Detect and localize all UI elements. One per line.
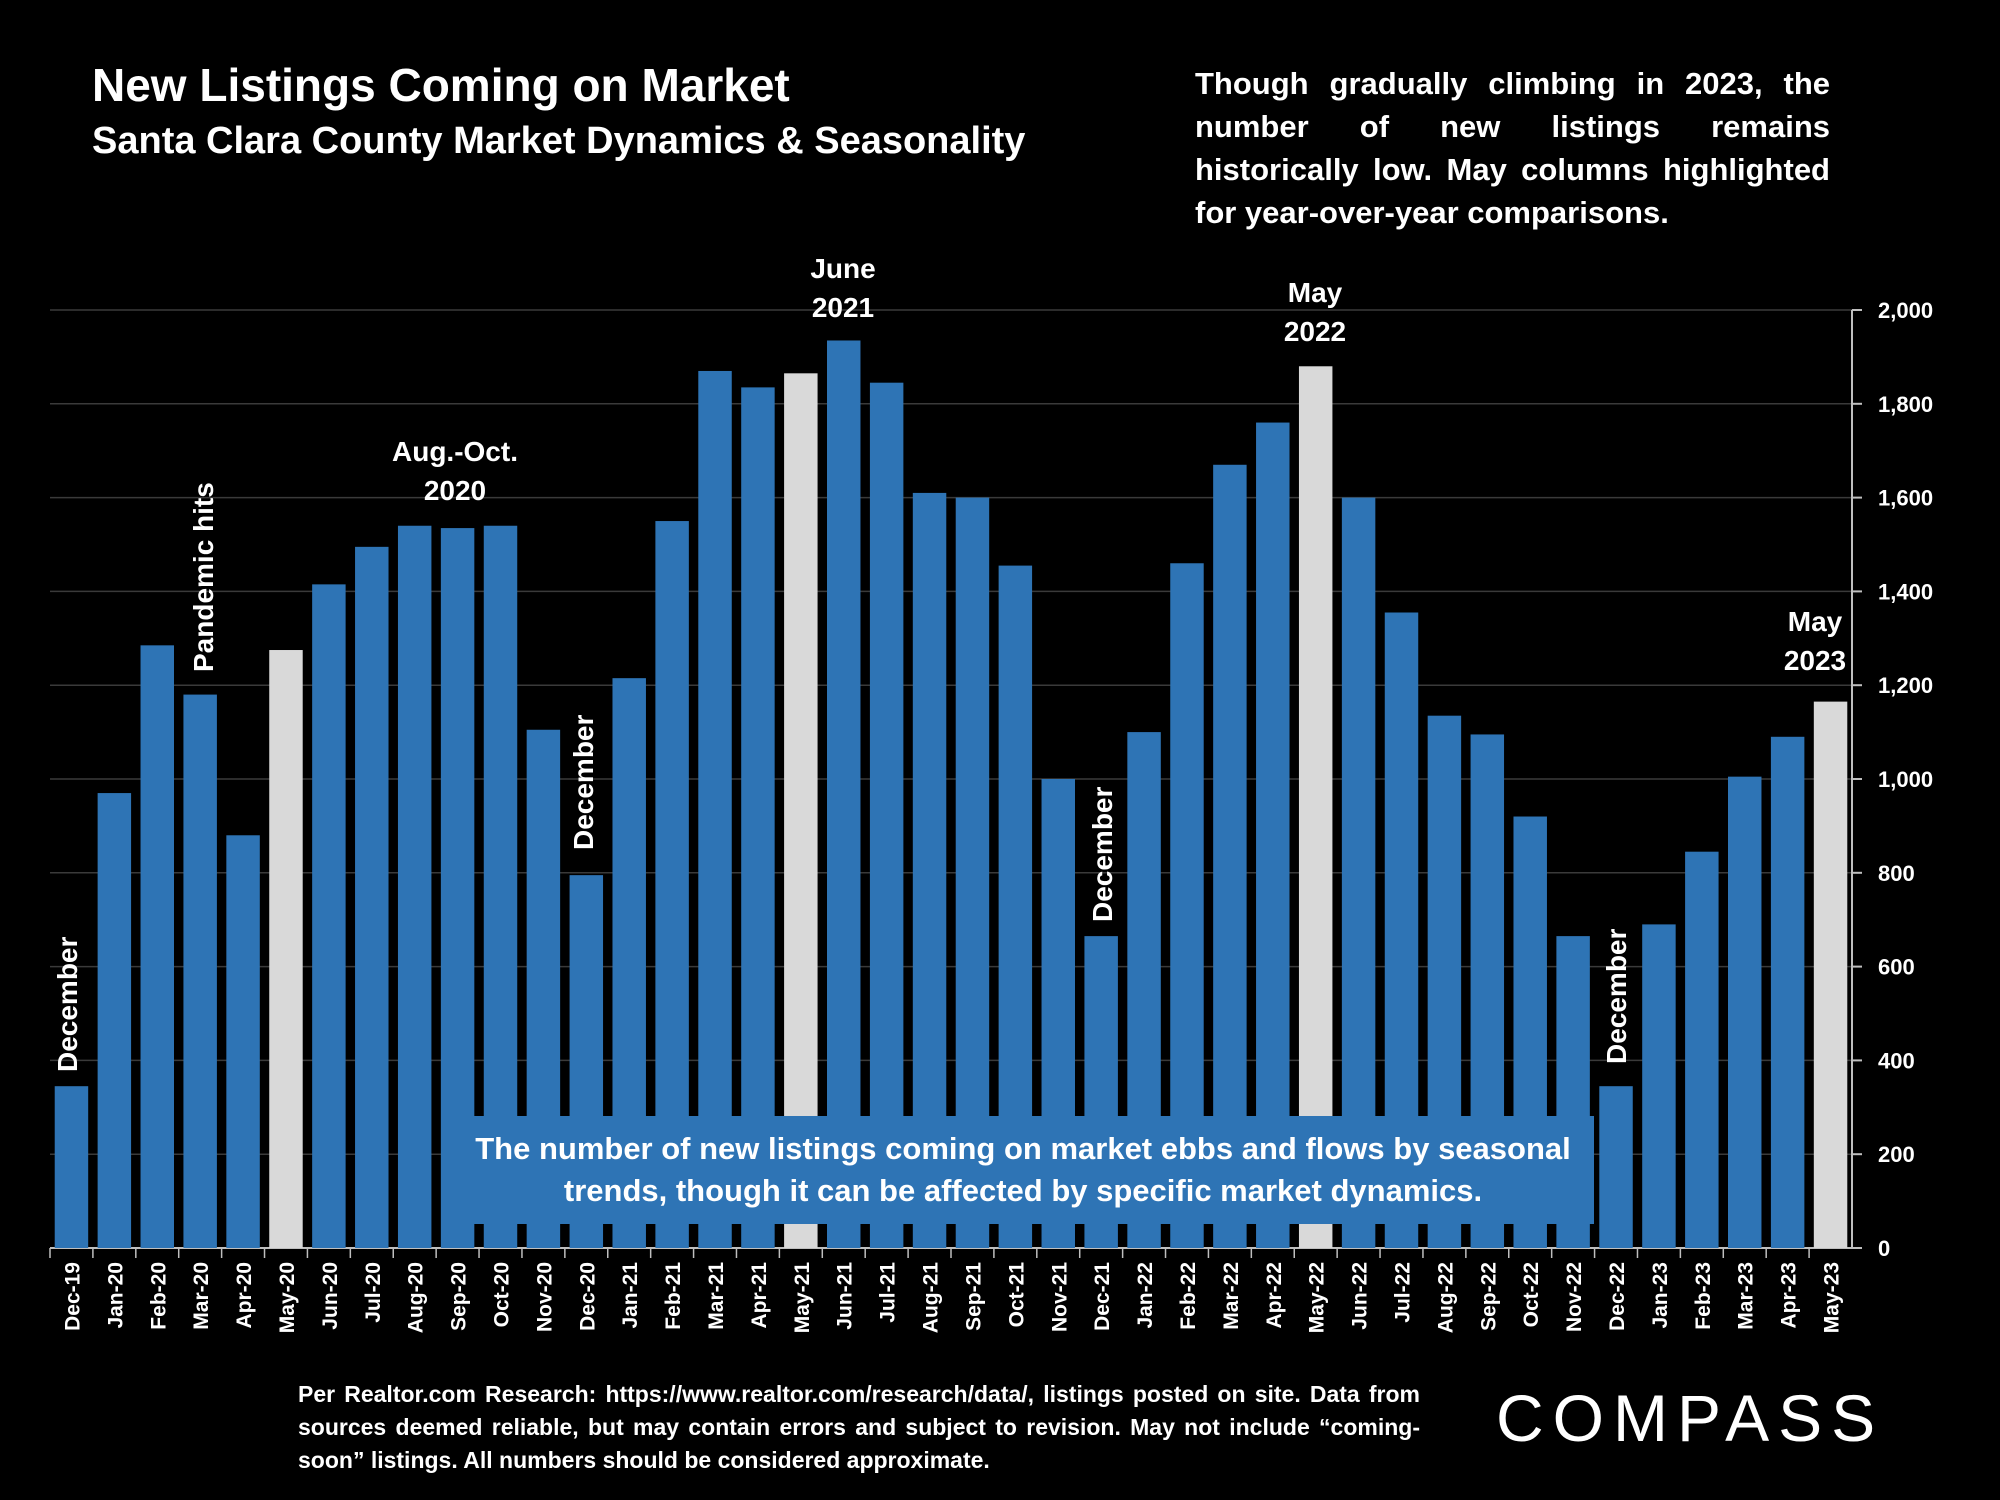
x-tick-label: Jun-22 — [1349, 1262, 1372, 1330]
x-tick-label: Oct-22 — [1520, 1262, 1543, 1327]
bar-feb-20 — [140, 645, 174, 1248]
x-tick-label: Apr-22 — [1263, 1262, 1286, 1329]
y-tick-label: 800 — [1878, 861, 1915, 886]
bar-dec-22 — [1599, 1086, 1633, 1248]
annotation-may23-line2: 2023 — [1783, 645, 1847, 676]
annotation-aug-oct-2020: Aug.-Oct. 2020 — [375, 432, 535, 510]
x-tick-label: Dec-21 — [1091, 1262, 1114, 1331]
x-tick-label: May-22 — [1306, 1262, 1329, 1333]
annotation-may23-line1: May — [1787, 606, 1843, 637]
x-tick-label: Nov-22 — [1563, 1262, 1586, 1332]
bar-apr-23 — [1770, 736, 1805, 1248]
x-tick-label: Mar-22 — [1220, 1262, 1243, 1330]
bar-apr-22 — [1256, 422, 1290, 1248]
x-tick-label: Jul-21 — [877, 1262, 900, 1323]
bar-jun-20 — [312, 584, 346, 1248]
x-tick-label: Feb-20 — [147, 1262, 170, 1330]
x-tick-label: Dec-20 — [576, 1262, 599, 1331]
bar-mar-20 — [183, 694, 217, 1248]
x-tick-label: Jun-21 — [834, 1262, 857, 1330]
x-tick-label: Feb-22 — [1177, 1262, 1200, 1330]
x-tick-label: Mar-20 — [190, 1262, 213, 1330]
y-tick-label: 1,600 — [1878, 486, 1933, 511]
bar-mar-23 — [1728, 776, 1762, 1248]
annotation-aug-oct-line2: 2020 — [423, 475, 487, 506]
bar-apr-20 — [226, 835, 260, 1248]
annotation-june-2021: June 2021 — [773, 249, 913, 327]
chart-note: Though gradually climbing in 2023, the n… — [1195, 66, 1830, 230]
annotation-pandemic-hits: Pandemic hits — [188, 482, 219, 672]
x-tick-label: Aug-21 — [920, 1262, 943, 1333]
x-tick-label: Aug-22 — [1434, 1262, 1457, 1333]
bar-feb-23 — [1685, 851, 1719, 1248]
source-footnote: Per Realtor.com Research: https://www.re… — [298, 1381, 1420, 1473]
x-tick-label: Jan-20 — [104, 1262, 127, 1329]
bar-aug-20 — [397, 525, 432, 1248]
y-tick-label: 400 — [1878, 1048, 1915, 1073]
x-tick-label: May-21 — [791, 1262, 814, 1334]
bar-jul-21 — [869, 382, 904, 1248]
x-tick-label: Apr-20 — [233, 1262, 256, 1329]
y-tick-label: 1,000 — [1878, 767, 1933, 792]
x-tick-label: Dec-19 — [61, 1262, 84, 1331]
annotation-december-2021: December — [1087, 786, 1118, 922]
annotation-may-2023: May 2023 — [1745, 602, 1885, 680]
annotation-may-2022: May 2022 — [1245, 273, 1385, 351]
annotation-aug-oct-line1: Aug.-Oct. — [392, 436, 518, 467]
bar-jul-20 — [355, 546, 389, 1248]
x-tick-label: Apr-21 — [748, 1262, 771, 1329]
x-tick-label: Sep-21 — [962, 1262, 985, 1331]
bar-jan-23 — [1642, 924, 1676, 1248]
x-tick-label: Jul-22 — [1392, 1262, 1415, 1323]
x-tick-label: Jul-20 — [362, 1262, 385, 1323]
x-tick-label: Jan-23 — [1649, 1262, 1672, 1329]
x-tick-label: Jan-22 — [1134, 1262, 1157, 1329]
callout-box: The number of new listings coming on mar… — [452, 1116, 1594, 1224]
y-tick-label: 600 — [1878, 955, 1915, 980]
bar-may-23 — [1813, 701, 1848, 1248]
x-tick-label: Nov-20 — [533, 1262, 556, 1332]
x-tick-label: Sep-20 — [448, 1262, 471, 1331]
x-tick-label: May-20 — [276, 1262, 299, 1333]
y-tick-label: 1,200 — [1878, 673, 1933, 698]
chart-subtitle: Santa Clara County Market Dynamics & Sea… — [92, 120, 1026, 162]
x-tick-label: Apr-23 — [1778, 1262, 1801, 1329]
bar-jun-21 — [827, 340, 861, 1248]
x-tick-label: Oct-21 — [1005, 1262, 1028, 1328]
x-tick-label: Dec-22 — [1606, 1262, 1629, 1331]
annotation-december-2020: December — [568, 714, 599, 850]
bar-jan-20 — [97, 793, 132, 1248]
y-tick-label: 1,400 — [1878, 579, 1933, 604]
bar-may-22 — [1298, 366, 1333, 1248]
y-tick-label: 0 — [1878, 1236, 1890, 1261]
chart-title: New Listings Coming on Market — [92, 59, 790, 111]
annotation-may22-line1: May — [1287, 277, 1343, 308]
bar-mar-21 — [698, 370, 732, 1249]
bar-apr-21 — [741, 387, 775, 1248]
annotation-june-line2: 2021 — [811, 292, 875, 323]
x-tick-label: Nov-21 — [1048, 1262, 1071, 1332]
x-tick-label: Jun-20 — [319, 1262, 342, 1330]
x-tick-label: Feb-23 — [1692, 1262, 1715, 1330]
x-tick-label: May-23 — [1821, 1262, 1844, 1333]
x-tick-label: Mar-23 — [1735, 1262, 1758, 1330]
x-tick-label: Aug-20 — [405, 1262, 428, 1333]
compass-logo: COMPASS — [1496, 1381, 1885, 1455]
annotation-december-2022: December — [1601, 928, 1632, 1064]
y-tick-label: 1,800 — [1878, 392, 1933, 417]
bar-dec-19 — [54, 1086, 89, 1248]
x-tick-label: Oct-20 — [491, 1262, 514, 1327]
x-tick-label: Mar-21 — [705, 1262, 728, 1330]
y-tick-label: 2,000 — [1878, 298, 1933, 323]
annotation-december-2019: December — [52, 936, 83, 1072]
x-tick-label: Jan-21 — [619, 1262, 642, 1329]
x-tick-label: Feb-21 — [662, 1262, 685, 1330]
annotation-may22-line2: 2022 — [1283, 316, 1347, 347]
bar-may-21 — [784, 373, 818, 1248]
annotation-june-line1: June — [810, 253, 876, 284]
bar-may-20 — [269, 650, 303, 1248]
y-tick-label: 200 — [1878, 1142, 1915, 1167]
x-tick-label: Sep-22 — [1477, 1262, 1500, 1331]
